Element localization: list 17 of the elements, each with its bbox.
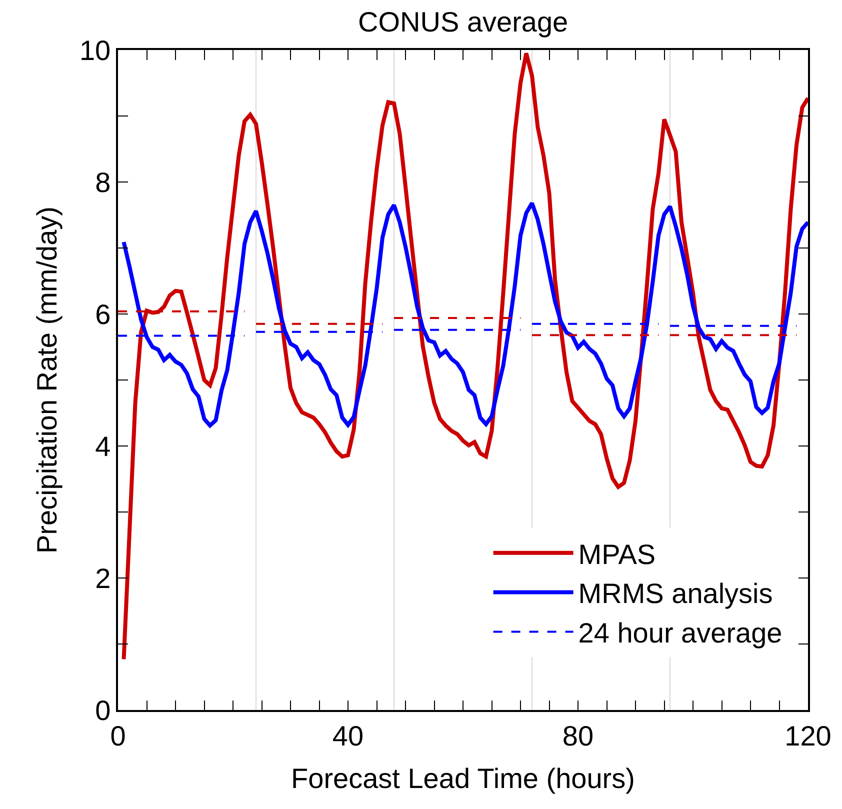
legend-label: MRMS analysis — [578, 578, 773, 610]
chart-title: CONUS average — [358, 6, 568, 38]
y-tick-label: 4 — [95, 430, 111, 462]
x-tick-label: 120 — [784, 720, 832, 752]
y-tick-label: 10 — [79, 34, 111, 66]
x-tick-label: 80 — [562, 720, 594, 752]
legend-label: MPAS — [578, 538, 656, 570]
line-series — [122, 201, 808, 428]
y-axis-title: Precipitation Rate (mm/day) — [32, 206, 63, 554]
y-tick-label: 0 — [95, 694, 111, 726]
y-tick-label: 6 — [95, 298, 111, 330]
y-tick-label: 8 — [95, 166, 111, 198]
x-tick-label: 40 — [332, 720, 364, 752]
y-tick-label: 2 — [95, 562, 111, 594]
legend-label: 24 hour average — [578, 618, 782, 649]
x-axis-title: Forecast Lead Time (hours) — [291, 762, 635, 794]
line-series — [122, 51, 808, 662]
